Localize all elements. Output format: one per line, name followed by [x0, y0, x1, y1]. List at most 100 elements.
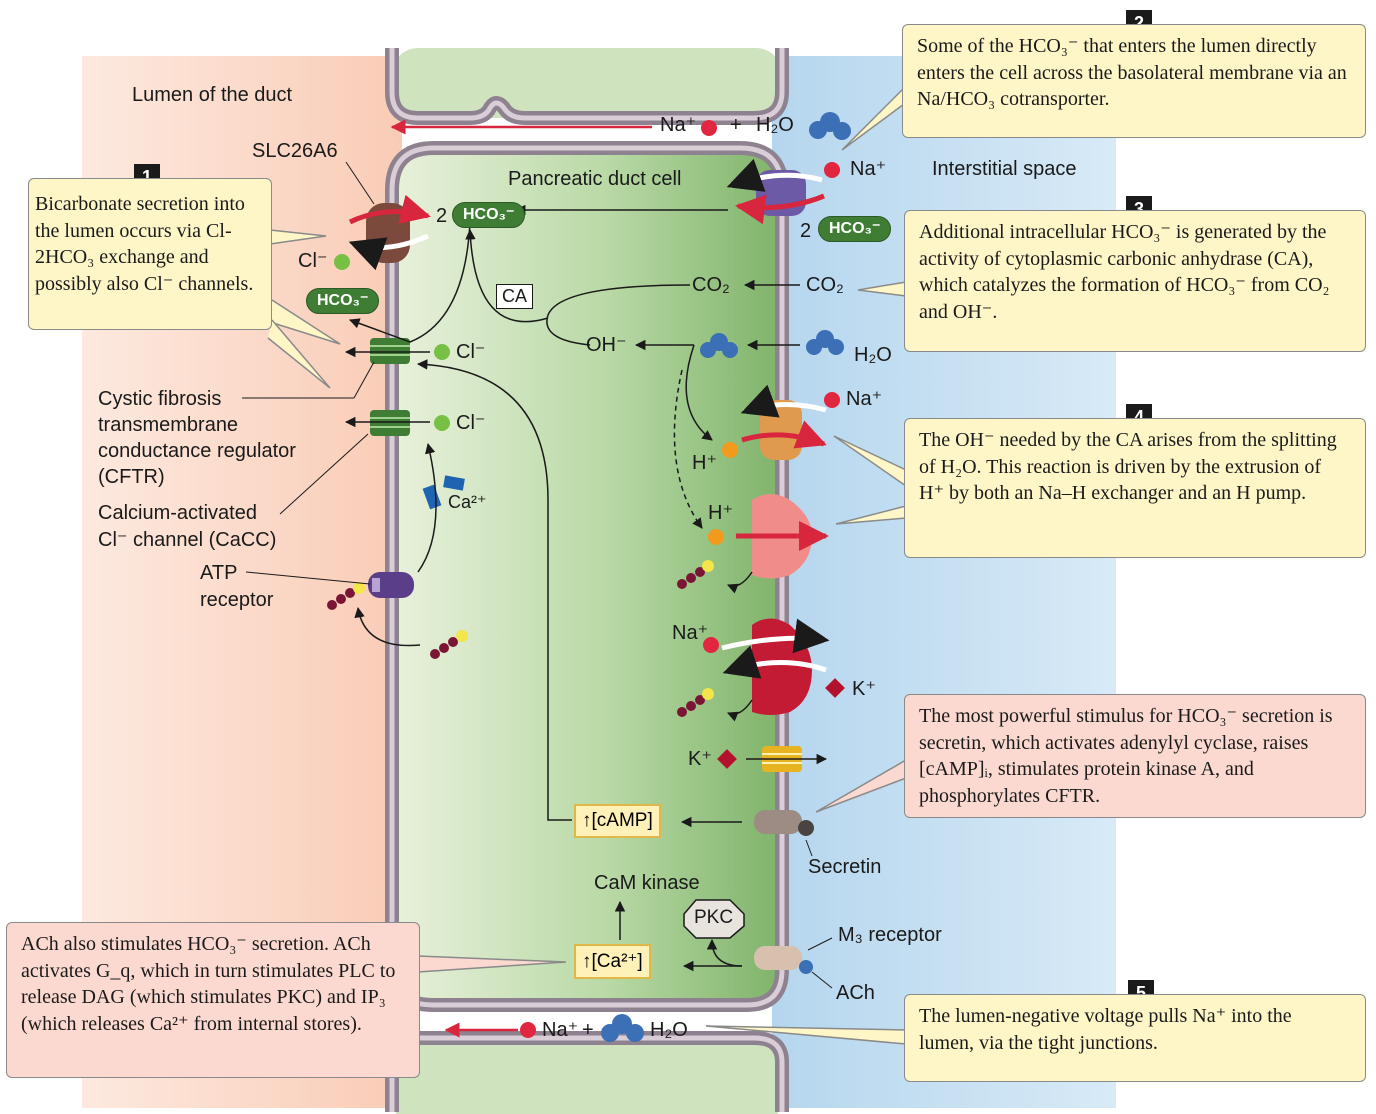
plus-bottom: +	[582, 1019, 594, 1041]
neighbor-cell-top	[392, 48, 782, 118]
hpump-atp-arrow	[727, 571, 753, 594]
h-label-pump: H⁺	[708, 502, 733, 524]
ca2-label: Ca²⁺	[448, 492, 487, 512]
atp-binding-arrow	[354, 606, 421, 647]
secretin-label: Secretin	[808, 856, 882, 878]
atp-receptor	[368, 572, 414, 598]
atp-receptor-label: ATP receptor	[200, 562, 274, 611]
h-ion-pump	[708, 529, 724, 545]
k-label-nak: K⁺	[852, 678, 876, 700]
slc-label-pointer	[345, 161, 375, 205]
cacc-channel	[370, 410, 410, 436]
cacc-label: Calcium-activated Cl⁻ channel (CaCC)	[98, 502, 277, 551]
slc26a6-exchanger	[348, 194, 431, 271]
interstitial-label: Interstitial space	[932, 158, 1077, 180]
nak-atp-arrow	[727, 699, 753, 722]
cftr-label-pointer-2	[353, 361, 375, 399]
m3-receptor	[754, 946, 813, 974]
callout-ach: ACh also stimulates HCO₃⁻ secretion. ACh…	[6, 922, 420, 1078]
h-label-nhe: H⁺	[692, 452, 717, 474]
cftr-channel	[370, 338, 410, 364]
hco3-pill-lumen: HCO₃⁻	[306, 288, 380, 314]
cl-label-cftr: Cl⁻	[456, 341, 486, 363]
neighbor-cell-bottom	[392, 1038, 782, 1114]
secretin-pointer	[805, 839, 813, 857]
ca-to-cacc-arrow	[417, 442, 437, 573]
na-ion-top	[701, 120, 717, 136]
cell-region	[392, 148, 782, 1006]
atp-label-pointer	[245, 571, 371, 585]
h2o-label-bottom: H₂O	[650, 1019, 688, 1041]
water-icon-interstitial	[806, 330, 844, 355]
nhe-exchanger	[740, 384, 827, 460]
cell-label: Pancreatic duct cell	[508, 168, 682, 190]
na-label-nhe: Na⁺	[846, 388, 883, 410]
secretin-receptor	[754, 810, 814, 836]
ach-pointer	[811, 971, 833, 989]
na-label-nak: Na⁺	[672, 622, 709, 644]
ca-enzyme-box: CA	[496, 284, 534, 309]
m3-to-pkc-arrow	[706, 938, 743, 967]
camp-box: ↑[cAMP]	[574, 804, 661, 838]
slc26a6-label: SLC26A6	[252, 140, 338, 162]
atp-molecule-hpump	[677, 560, 714, 589]
cl-ion-cacc	[434, 415, 450, 431]
cl-label-cacc: Cl⁻	[456, 412, 486, 434]
m3-pointer	[807, 937, 833, 951]
k-ion-channel	[717, 749, 737, 769]
h-ion-nhe	[722, 442, 738, 458]
water-icon	[809, 112, 851, 140]
water-split-h-dashed	[673, 369, 703, 529]
hco3-pill-inter: HCO₃⁻	[818, 216, 892, 242]
co2-label-inter: CO₂	[806, 274, 844, 296]
na-k-pump-arrow-in	[722, 645, 827, 679]
callout-1: Bicarbonate secretion into the lumen occ…	[28, 178, 272, 330]
plus-top: +	[730, 114, 742, 136]
cl-ion-slc	[334, 254, 350, 270]
co2-label-cell: CO₂	[692, 274, 730, 296]
ca-reaction-path	[546, 284, 691, 346]
na-k-pump-arrow-out	[721, 618, 830, 654]
na-ion-bottom	[520, 1022, 536, 1038]
na-label-top: Na⁺	[660, 114, 697, 136]
ca-box: ↑[Ca²⁺]	[574, 944, 651, 979]
callout-5: The lumen-negative voltage pulls Na⁺ int…	[904, 994, 1366, 1082]
na-ion-nhe	[824, 392, 840, 408]
cam-kinase-label: CaM kinase	[594, 872, 700, 894]
hco3-to-cftr-arrow	[349, 221, 471, 343]
pkc-octagon	[683, 899, 745, 939]
na-label-nbc: Na⁺	[850, 158, 887, 180]
hco3-pill-cell: HCO₃⁻	[452, 202, 526, 228]
cl-label-slc: Cl⁻	[298, 250, 328, 272]
pkc-label: PKC	[694, 907, 734, 928]
cl-ion-cftr	[434, 344, 450, 360]
k-label-channel: K⁺	[688, 748, 712, 770]
na-label-bottom: Na⁺	[542, 1019, 579, 1041]
ca-to-hco3-arrow	[465, 228, 549, 323]
atp-molecule-bound	[327, 582, 365, 610]
na-ion-nak	[703, 637, 719, 653]
two-label-lumen: 2	[436, 205, 448, 227]
water-icon-bottom	[601, 1014, 644, 1042]
atp-molecule-nak	[677, 688, 714, 717]
na-ion-nbc	[824, 162, 840, 178]
two-label-inter: 2	[800, 220, 812, 242]
nbc-cotransporter	[726, 158, 825, 225]
water-icon-cell	[700, 333, 738, 358]
k-ion-nak	[825, 678, 845, 698]
h2o-label-top: H₂O	[756, 114, 794, 136]
cftr-label: Cystic fibrosis transmembrane conductanc…	[98, 388, 296, 488]
water-split-h-arrow	[685, 344, 713, 441]
camp-to-cftr-arrow	[416, 359, 572, 821]
oh-label: OH⁻	[586, 334, 627, 356]
ach-label: ACh	[836, 982, 875, 1004]
callout-2: Some of the HCO₃⁻ that enters the lumen …	[902, 24, 1366, 138]
h2o-label-inter: H₂O	[854, 344, 892, 366]
callout-4: The OH⁻ needed by the CA arises from the…	[904, 418, 1366, 558]
m3-receptor-label: M₃ receptor	[838, 924, 942, 946]
cacc-label-pointer	[279, 433, 369, 515]
lumen-label: Lumen of the duct	[132, 84, 293, 106]
callout-3: Additional intracellular HCO₃⁻ is genera…	[904, 210, 1366, 352]
atp-molecule-free	[430, 630, 468, 659]
